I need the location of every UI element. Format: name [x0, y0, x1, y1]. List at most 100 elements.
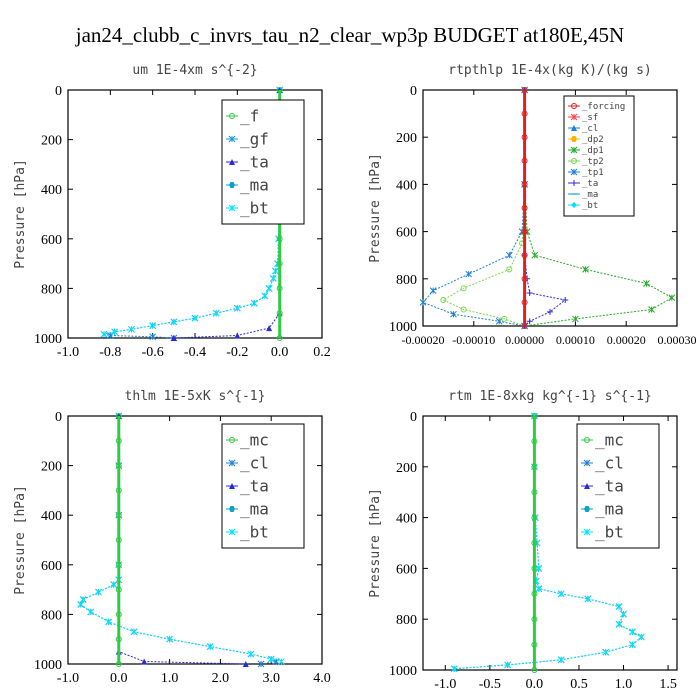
data-point-dp1 [668, 294, 676, 302]
legend-label-bt: _bt [582, 201, 598, 211]
y-tick-label: 600 [41, 233, 62, 248]
legend-label-ta: _ta [240, 153, 269, 172]
data-point-bt [504, 661, 512, 669]
legend-label-ma: _ma [240, 176, 269, 195]
x-tick-label: 4.0 [313, 671, 331, 686]
data-point-bt [265, 285, 273, 292]
data-point-mc [531, 590, 538, 597]
data-point-ta [526, 289, 533, 296]
data-point-mc [115, 462, 122, 469]
data-point-mc [115, 611, 122, 618]
y-tick-label: 200 [41, 134, 62, 149]
data-point-bt [620, 610, 627, 618]
legend-label-dp1: _dp1 [582, 146, 604, 156]
y-tick-label: 200 [396, 131, 417, 146]
data-point-mc [531, 616, 538, 623]
series-line-tp1 [422, 90, 526, 327]
data-point-mc [531, 540, 538, 546]
x-tick-label: 1.0 [615, 677, 633, 692]
data-point-bt [557, 590, 565, 598]
x-tick-label: -0.00010 [452, 333, 495, 347]
data-point-tp1 [465, 270, 473, 278]
chart-panel-2: rtpthlp 1E-4x(kg K)/(kg s) Pressure [hPa]… [368, 63, 697, 347]
legend-label-tp2: _tp2 [582, 157, 604, 167]
data-point-mc [531, 667, 538, 673]
y-axis-label: Pressure [hPa] [13, 485, 28, 595]
x-tick-label: -0.2 [226, 345, 248, 360]
data-point-cl [257, 660, 265, 668]
legend-label-bt: _bt [240, 199, 269, 218]
x-tick-label: 0.5 [570, 677, 588, 692]
data-point-bt [267, 655, 275, 663]
data-point-tp2 [440, 297, 447, 304]
x-tick-label: 0.00020 [607, 333, 646, 347]
y-tick-label: 0 [410, 410, 417, 425]
series-line-ta [524, 90, 567, 327]
legend-label-mc: _mc [240, 431, 269, 450]
y-tick-label: 1000 [389, 664, 417, 679]
plot-frame [422, 89, 678, 327]
legend-label-dp2: _dp2 [582, 135, 604, 145]
y-tick-label: 800 [41, 608, 62, 623]
data-point-tp2 [506, 266, 513, 273]
data-point-bt [637, 633, 645, 641]
chart-panel-4: rtm 1E-8xkg kg^{-1} s^{-1} Pressure [hPa]… [368, 389, 678, 692]
legend-label-gf: _gf [240, 130, 269, 149]
data-point-bt [269, 275, 277, 282]
data-point-tp2 [460, 285, 467, 292]
data-point-bt [166, 635, 173, 643]
legend-label-ta: _ta [240, 477, 269, 496]
data-point-bt [87, 608, 95, 616]
data-point-bt [128, 325, 135, 333]
data-point-tp1 [429, 287, 437, 294]
x-tick-label: -0.00020 [402, 333, 445, 347]
data-point-forcing [521, 134, 528, 141]
y-axis-label: Pressure [hPa] [368, 153, 383, 263]
x-tick-label: 2.0 [212, 671, 230, 686]
data-point-mc [115, 537, 122, 543]
legend: _mc _cl _ta _ma _bt [576, 423, 660, 549]
y-tick-label: 600 [396, 562, 417, 577]
x-tick-label: -0.5 [479, 677, 501, 692]
data-point-dp1 [582, 266, 589, 273]
legend-label-ma: _ma [582, 190, 598, 200]
x-tick-label: -0.4 [184, 345, 206, 360]
data-point-forcing [521, 181, 528, 188]
y-tick-label: 1000 [34, 332, 62, 347]
data-point-mc [531, 438, 538, 445]
legend-label-ta: _ta [582, 179, 598, 189]
data-point-ta [234, 332, 241, 339]
data-point-forcing [521, 157, 528, 164]
data-point-f [276, 87, 283, 93]
legend: _f _gf _ta _ma _bt [221, 99, 305, 225]
legend-label-ma: _ma [240, 500, 269, 519]
legend-label-bt: _bt [240, 523, 269, 542]
y-tick-label: 0 [55, 84, 62, 99]
legend-label-cl: _cl [582, 124, 598, 134]
data-point-bt [250, 299, 258, 307]
data-point-mc [115, 512, 122, 519]
data-point-ta [266, 325, 273, 332]
chart-panel-3: thlm 1E-5xK s^{-1} Pressure [hPa] -1.0 0.0 1… [13, 389, 331, 686]
x-tick-label: 1.5 [659, 677, 677, 692]
panel-title: um 1E-4xm s^{-2} [132, 63, 257, 78]
data-point-bt [105, 618, 112, 626]
legend-label-ma: _ma [595, 500, 624, 519]
data-point-forcing [521, 110, 528, 117]
data-point-bt [615, 603, 623, 610]
data-point-tp2 [501, 315, 508, 322]
data-point-mc [115, 487, 122, 494]
data-point-dp1 [531, 251, 539, 259]
x-tick-label: 0.0 [526, 677, 544, 692]
data-point-bt [110, 581, 118, 588]
y-tick-label: 0 [55, 410, 62, 425]
data-point-f [276, 260, 283, 267]
data-point-dp1 [648, 306, 655, 313]
x-tick-label: 0.00000 [505, 333, 544, 347]
data-point-bt [95, 588, 102, 596]
y-axis-label: Pressure [hPa] [368, 488, 383, 598]
data-point-f [276, 310, 283, 317]
data-point-bt [170, 318, 178, 326]
data-point-ta [526, 318, 533, 325]
